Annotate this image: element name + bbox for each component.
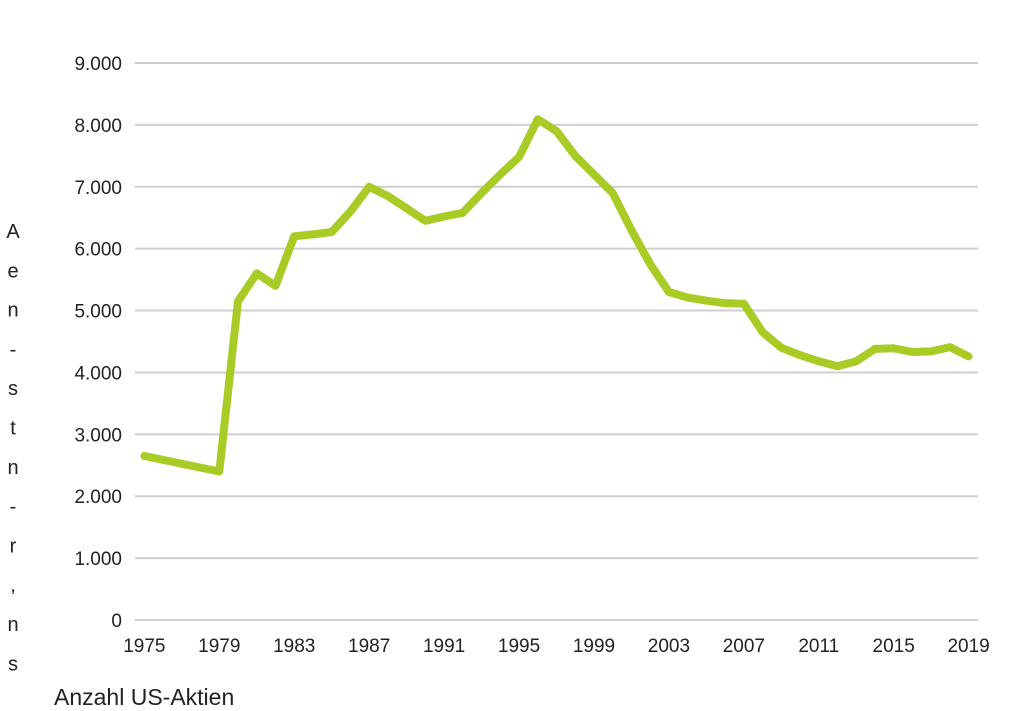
data-point (275, 285, 276, 287)
y-tick-label: 1.000 (74, 549, 122, 570)
y-tick-label: 3.000 (74, 425, 122, 446)
side-text-char: n (7, 614, 18, 636)
side-text-char: n (7, 300, 18, 322)
data-point (387, 195, 389, 197)
x-tick-label: 1983 (273, 636, 315, 657)
side-text-char: r (10, 535, 17, 557)
side-text-char: A (6, 221, 20, 243)
data-point (143, 455, 145, 457)
data-point (724, 302, 726, 304)
x-tick-label: 1975 (123, 636, 165, 657)
data-point (762, 331, 764, 333)
data-point (837, 365, 838, 367)
y-tick-label: 5.000 (74, 302, 122, 323)
data-point (406, 207, 408, 209)
x-tick-label: 1987 (348, 636, 390, 657)
data-point (930, 350, 932, 352)
data-point (518, 156, 520, 158)
side-text-char: s (8, 378, 18, 400)
data-point (818, 360, 820, 362)
data-point (443, 215, 445, 217)
x-tick-label: 1979 (198, 636, 240, 657)
x-tick-label: 2015 (873, 636, 915, 657)
x-tick-label: 1991 (423, 636, 465, 657)
chart-caption: Anzahl US-Aktien (54, 684, 235, 710)
side-text-char: n (7, 457, 18, 479)
y-axis-ticks: 0 1.000 2.000 3.000 4.000 5.000 6.000 7.000 8.00… (74, 54, 122, 632)
data-point (874, 348, 876, 350)
x-axis-ticks: 1975 1979 1983 1987 1991 1995 1999 2003 2007 2011… (123, 636, 990, 657)
data-point (237, 300, 239, 302)
data-point (743, 303, 745, 305)
y-tick-label: 4.000 (74, 363, 122, 384)
side-text-char: e (7, 260, 18, 282)
data-point (780, 347, 782, 349)
y-tick-label: 9.000 (74, 54, 122, 75)
x-tick-label: 2019 (947, 636, 989, 657)
data-point (855, 360, 857, 362)
data-point (499, 173, 501, 175)
side-text-char: - (10, 339, 17, 361)
side-text-char: s (8, 653, 18, 675)
data-point (349, 211, 351, 213)
data-point (705, 300, 707, 302)
side-text-char: t (10, 418, 16, 440)
data-point (218, 470, 220, 472)
data-point (556, 130, 557, 132)
data-point (893, 347, 895, 349)
x-tick-label: 1999 (573, 636, 615, 657)
data-point (537, 118, 539, 120)
data-point (424, 220, 426, 222)
y-tick-label: 2.000 (74, 487, 122, 508)
data-point (630, 229, 632, 231)
side-text-char: , (10, 575, 16, 597)
side-text-char: - (10, 496, 17, 518)
data-point (799, 354, 801, 356)
x-tick-label: 2007 (723, 636, 765, 657)
x-tick-label: 2011 (798, 636, 839, 657)
data-point (949, 346, 951, 348)
data-point (368, 186, 370, 188)
data-point (687, 297, 689, 299)
data-point (481, 192, 483, 194)
data-point (968, 355, 970, 357)
y-tick-label: 7.000 (74, 178, 122, 199)
x-tick-label: 1995 (498, 636, 540, 657)
data-point (312, 233, 314, 235)
gridlines (135, 62, 978, 621)
x-tick-label: 2003 (648, 636, 690, 657)
data-point (911, 351, 913, 353)
data-point (612, 192, 614, 194)
y-tick-label: 0 (111, 611, 122, 632)
side-text-fragments: Aen-stn-r,ns (6, 221, 20, 675)
y-tick-label: 6.000 (74, 240, 122, 261)
data-point (593, 173, 595, 175)
data-point (668, 291, 670, 293)
series-line (140, 115, 973, 476)
data-point (649, 263, 651, 265)
data-point (293, 235, 295, 237)
y-tick-label: 8.000 (74, 116, 122, 137)
data-point (462, 212, 464, 214)
data-point (574, 155, 576, 157)
series-layer (140, 115, 973, 476)
data-point (331, 231, 333, 233)
data-point (256, 272, 258, 274)
